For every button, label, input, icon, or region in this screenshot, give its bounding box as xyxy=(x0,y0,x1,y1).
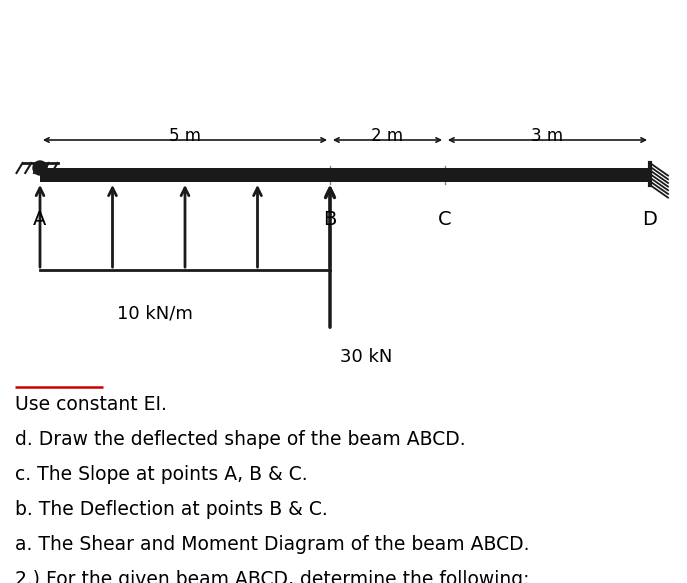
Text: 3 m: 3 m xyxy=(532,127,563,145)
Text: a. The Shear and Moment Diagram of the beam ABCD.: a. The Shear and Moment Diagram of the b… xyxy=(15,535,530,554)
Text: 5 m: 5 m xyxy=(169,127,201,145)
Text: A: A xyxy=(33,210,47,229)
Text: C: C xyxy=(438,210,452,229)
Bar xyxy=(40,168,650,182)
Text: D: D xyxy=(642,210,657,229)
Text: 30 kN: 30 kN xyxy=(340,348,392,366)
Text: Use constant EI.: Use constant EI. xyxy=(15,395,167,414)
Text: c. The Slope at points A, B & C.: c. The Slope at points A, B & C. xyxy=(15,465,308,484)
Circle shape xyxy=(33,161,47,175)
Text: 2 m: 2 m xyxy=(372,127,403,145)
Text: B: B xyxy=(324,210,337,229)
Text: 2.) For the given beam ABCD, determine the following:: 2.) For the given beam ABCD, determine t… xyxy=(15,570,530,583)
Text: b. The Deflection at points B & C.: b. The Deflection at points B & C. xyxy=(15,500,328,519)
Text: d. Draw the deflected shape of the beam ABCD.: d. Draw the deflected shape of the beam … xyxy=(15,430,466,449)
Text: 10 kN/m: 10 kN/m xyxy=(117,305,193,323)
